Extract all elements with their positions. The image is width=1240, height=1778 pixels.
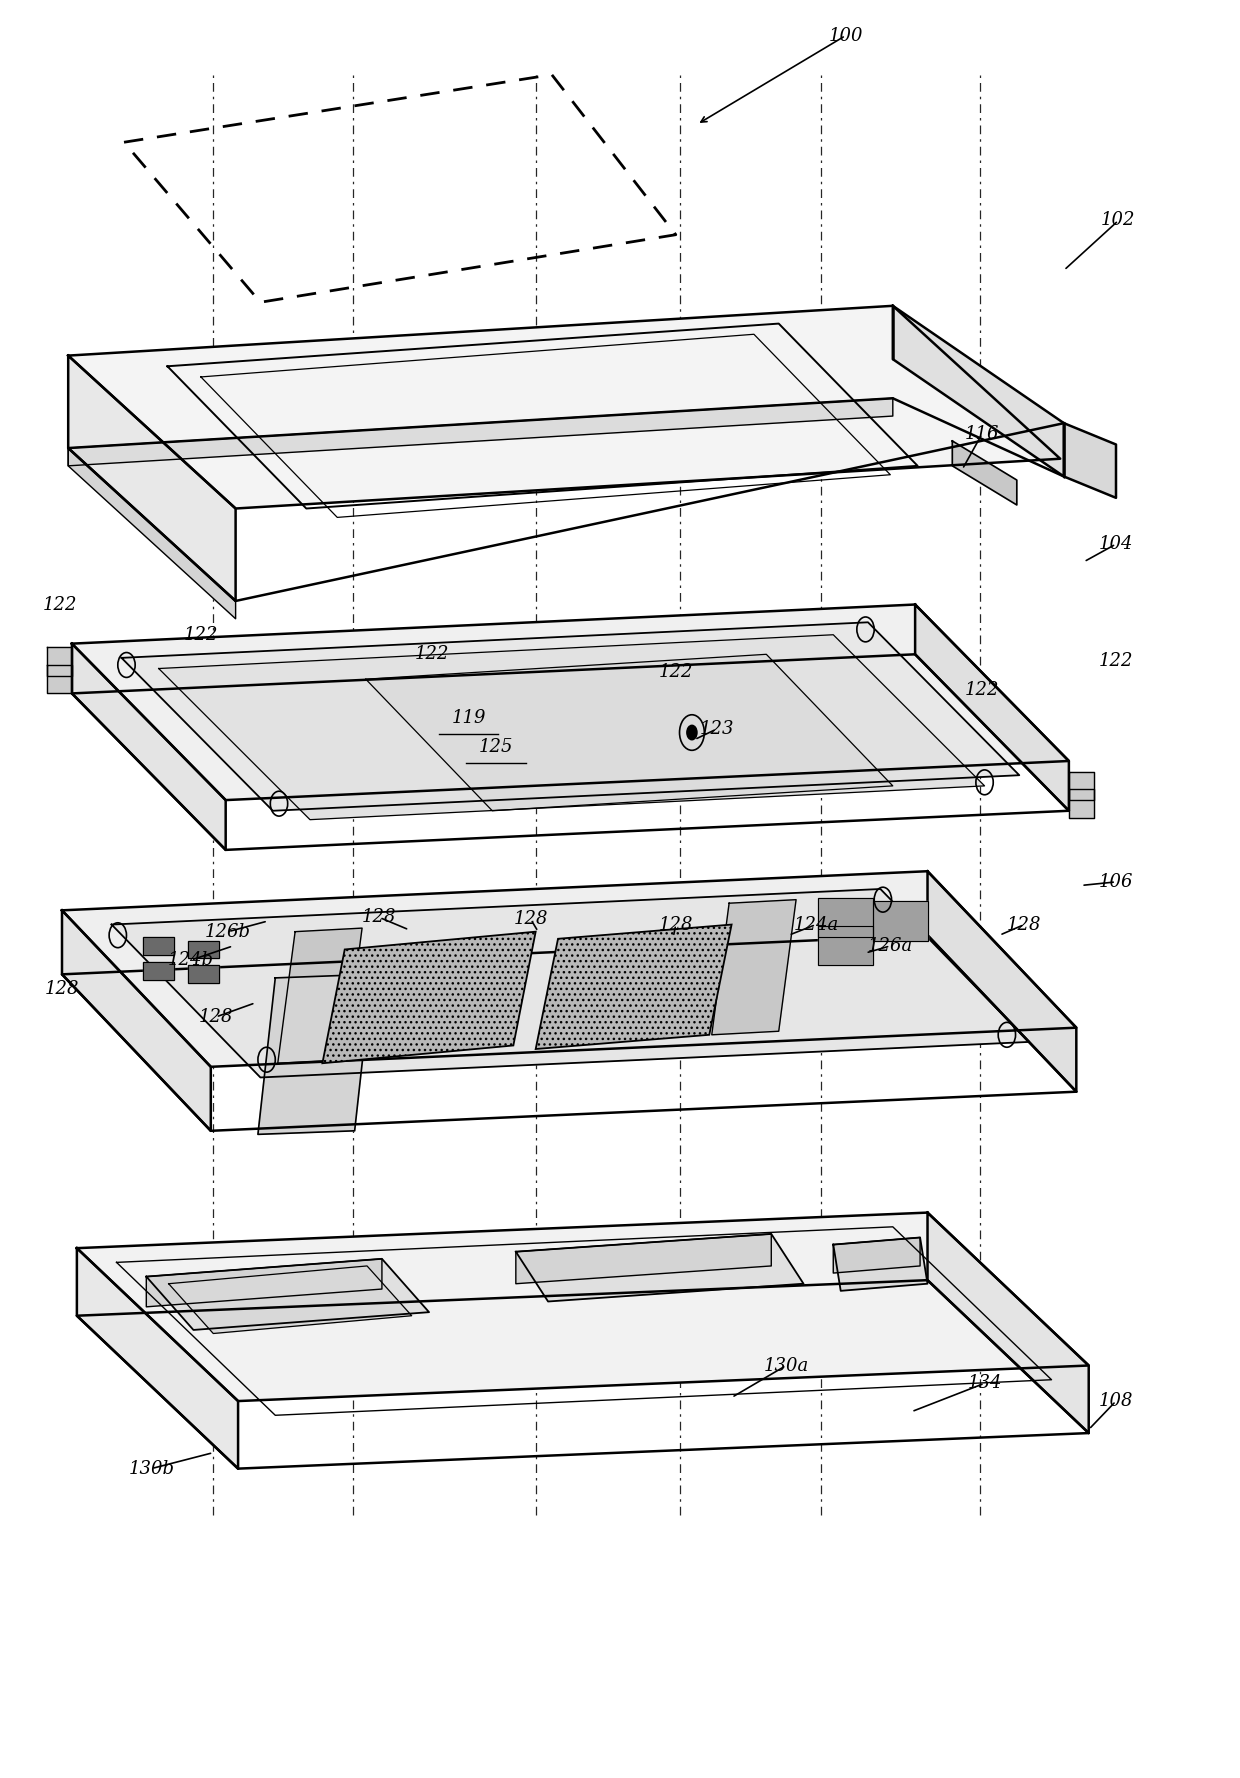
Text: 108: 108 <box>1099 1392 1133 1410</box>
Polygon shape <box>62 871 1076 1067</box>
Polygon shape <box>1069 772 1094 800</box>
Text: 102: 102 <box>1101 212 1136 229</box>
Bar <box>144 937 174 955</box>
Polygon shape <box>68 398 893 466</box>
Polygon shape <box>516 1234 804 1301</box>
Bar <box>873 901 928 941</box>
Polygon shape <box>122 622 1019 811</box>
Bar <box>188 965 218 983</box>
Circle shape <box>687 725 697 740</box>
Text: 130a: 130a <box>764 1357 808 1374</box>
Polygon shape <box>893 306 1064 477</box>
Text: 130b: 130b <box>128 1460 175 1478</box>
Bar <box>818 898 873 937</box>
Polygon shape <box>47 665 72 693</box>
Text: 123: 123 <box>699 720 734 738</box>
Polygon shape <box>928 871 1076 1092</box>
Polygon shape <box>1064 423 1116 498</box>
Polygon shape <box>928 1213 1089 1433</box>
Polygon shape <box>77 1248 238 1469</box>
Bar <box>818 926 873 965</box>
Bar <box>818 926 873 965</box>
Polygon shape <box>62 910 211 1131</box>
Text: 116: 116 <box>965 425 999 443</box>
Text: 128: 128 <box>658 916 693 933</box>
Text: 122: 122 <box>658 663 693 681</box>
Bar <box>188 941 218 958</box>
Polygon shape <box>77 1213 1089 1401</box>
Bar <box>144 962 174 980</box>
Polygon shape <box>536 925 732 1049</box>
Text: 104: 104 <box>1099 535 1133 553</box>
Text: 122: 122 <box>184 626 218 644</box>
Text: 128: 128 <box>198 1008 233 1026</box>
Text: 134: 134 <box>967 1374 1002 1392</box>
Polygon shape <box>952 441 1017 505</box>
Text: 122: 122 <box>965 681 999 699</box>
Polygon shape <box>833 1237 920 1273</box>
Polygon shape <box>72 605 1069 800</box>
Polygon shape <box>169 1266 412 1334</box>
Text: 122: 122 <box>1099 653 1133 670</box>
Text: 128: 128 <box>513 910 548 928</box>
Bar <box>873 901 928 941</box>
Polygon shape <box>915 605 1069 811</box>
Text: 126b: 126b <box>205 923 252 941</box>
Text: 126a: 126a <box>868 937 913 955</box>
Polygon shape <box>712 900 796 1035</box>
Polygon shape <box>146 1259 429 1330</box>
Text: 125: 125 <box>479 738 513 756</box>
Bar <box>144 962 174 980</box>
Polygon shape <box>322 932 536 1063</box>
Polygon shape <box>516 1234 771 1284</box>
Polygon shape <box>1069 789 1094 818</box>
Text: 128: 128 <box>1007 916 1042 933</box>
Text: 124b: 124b <box>167 951 215 969</box>
Text: 119: 119 <box>451 709 486 727</box>
Text: 122: 122 <box>414 645 449 663</box>
Bar <box>188 965 218 983</box>
Polygon shape <box>112 889 1029 1077</box>
Polygon shape <box>366 654 893 811</box>
Text: 128: 128 <box>362 909 397 926</box>
Bar <box>818 898 873 937</box>
Polygon shape <box>159 635 985 820</box>
Bar <box>188 941 218 958</box>
Polygon shape <box>47 647 72 676</box>
Polygon shape <box>68 356 236 601</box>
Text: 106: 106 <box>1099 873 1133 891</box>
Text: 100: 100 <box>828 27 863 44</box>
Polygon shape <box>146 1259 382 1307</box>
Text: 124a: 124a <box>794 916 838 933</box>
Polygon shape <box>68 306 1060 509</box>
Polygon shape <box>72 644 226 850</box>
Polygon shape <box>278 928 362 1063</box>
Polygon shape <box>833 1237 928 1291</box>
Bar <box>144 937 174 955</box>
Text: 128: 128 <box>45 980 79 997</box>
Polygon shape <box>258 974 372 1134</box>
Polygon shape <box>68 448 236 619</box>
Text: 122: 122 <box>42 596 77 613</box>
